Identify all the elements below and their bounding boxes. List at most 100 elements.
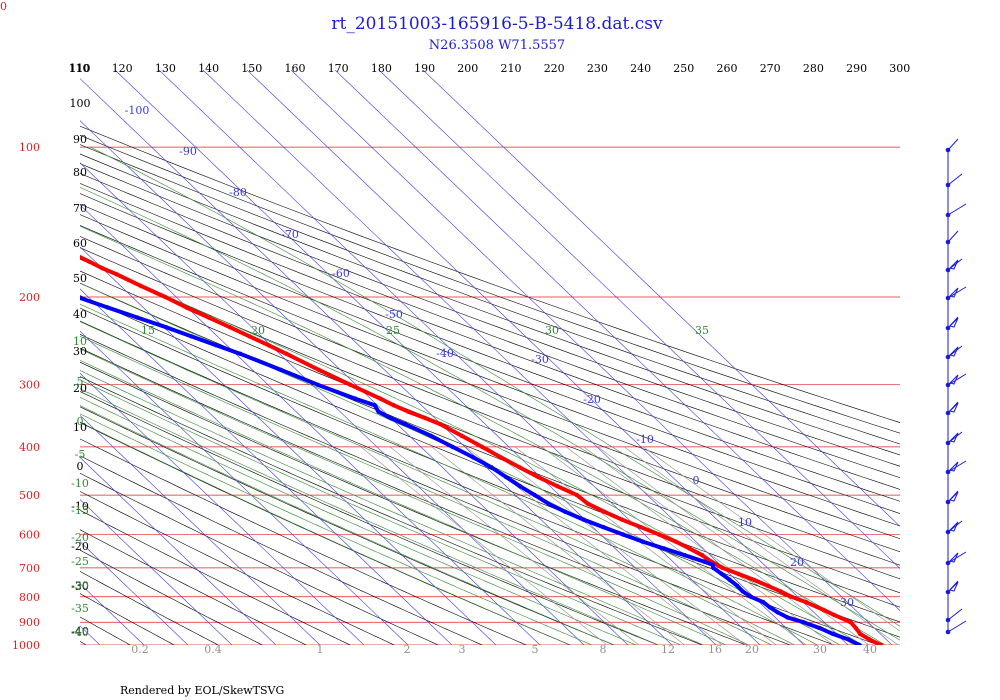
- dry-adiabat-line: [80, 225, 900, 540]
- left-theta-label: 40: [73, 308, 87, 321]
- isotherm-line: [80, 541, 189, 645]
- mixing-ratio-line: [360, 446, 608, 645]
- dry-adiabat-line: [80, 125, 900, 423]
- footer-credit: Rendered by EOL/SkewTSVG: [120, 684, 284, 697]
- theta-label: 180: [371, 62, 392, 75]
- dewpoint-point: [6, 272, 10, 276]
- dewpoint-point: [376, 409, 381, 414]
- theta-label: 230: [587, 62, 608, 75]
- left-theta-label: 80: [73, 166, 87, 179]
- left-theta-label: 100: [70, 97, 91, 110]
- dry-adiabat-line: [80, 616, 131, 645]
- temperature-point: [284, 351, 289, 356]
- dewpoint-point: [563, 509, 568, 514]
- temperature-point: [736, 571, 741, 577]
- dewpoint-point: [189, 334, 194, 339]
- wind-flag: [949, 346, 959, 357]
- dewpoint-point: [402, 421, 408, 427]
- mixing-ratio-label: 30: [813, 643, 827, 656]
- dewpoint-point: [601, 525, 606, 530]
- theta-e-label-top: 20: [251, 324, 265, 337]
- dry-adiabat-line: [80, 320, 879, 645]
- temperature-point: [853, 625, 859, 631]
- dewpoint-point: [801, 620, 806, 625]
- temperature-point: [163, 294, 168, 300]
- temperature-point: [585, 501, 590, 506]
- wind-flag: [949, 317, 959, 328]
- theta-e-label-left: -5: [75, 448, 86, 461]
- dewpoint-point: [41, 284, 45, 288]
- temperature-point: [348, 382, 353, 387]
- dry-adiabat-line: [80, 361, 747, 645]
- mixing-ratio-label: 40: [863, 643, 877, 656]
- isotherm-line: [80, 625, 101, 645]
- temperature-point: [247, 334, 252, 339]
- isotherm-line: [80, 372, 365, 645]
- wind-flag: [949, 402, 959, 413]
- temperature-point: [867, 637, 872, 642]
- pressure-label: 500: [19, 489, 40, 502]
- isotherm-line: [246, 70, 849, 645]
- wind-flag: [949, 552, 959, 563]
- isotherm-line: [202, 70, 805, 645]
- isotherm-line: [80, 204, 541, 645]
- isotherm-label: -30: [531, 353, 549, 366]
- chart-subtitle: N26.3508 W71.5557: [429, 38, 565, 53]
- isotherm-label: -50: [385, 308, 403, 321]
- theta-label: 130: [155, 62, 176, 75]
- theta-e-label-top: 35: [695, 324, 709, 337]
- temperature-point: [656, 532, 662, 537]
- dewpoint-point: [760, 599, 766, 605]
- isotherm-label: 10: [738, 516, 752, 529]
- profiles: [6, 233, 884, 645]
- wind-flag: [949, 581, 959, 592]
- isotherm-line: [290, 70, 893, 645]
- theta-label: 270: [760, 62, 781, 75]
- dewpoint-point: [775, 610, 780, 615]
- wind-flag: [949, 259, 959, 270]
- left-theta-label: 0: [77, 460, 84, 473]
- theta-e-label-left: -30: [71, 579, 89, 592]
- dry-adiabat-line: [80, 529, 307, 645]
- dewpoint-point: [767, 605, 773, 610]
- dewpoint-point: [710, 562, 715, 567]
- temperature-point: [720, 565, 725, 571]
- temperature-point: [438, 421, 443, 427]
- dry-adiabat-line: [80, 376, 703, 645]
- isotherm-label: -40: [436, 347, 454, 360]
- pressure-label: 100: [19, 141, 40, 154]
- moist-adiabat-line: [80, 388, 659, 645]
- temperature-point: [114, 272, 119, 277]
- dry-adiabat-line: [80, 236, 900, 553]
- mixing-ratio-label: 12: [661, 643, 675, 656]
- theta-label: 190: [414, 62, 435, 75]
- theta-label: 220: [544, 62, 565, 75]
- moist-adiabat-line: [80, 335, 773, 645]
- dry-adiabat-line: [80, 193, 900, 502]
- temperature-point: [479, 444, 485, 450]
- temperature-point: [831, 612, 837, 618]
- temperature-point: [517, 465, 523, 470]
- temperature-point: [803, 599, 808, 605]
- background-grid: [80, 70, 900, 645]
- moist-adiabat-line: [80, 413, 593, 645]
- moist-adiabat-line: [90, 146, 900, 627]
- theta-e-label-left: 0: [77, 415, 84, 428]
- mixing-ratio-line: [643, 446, 900, 632]
- moist-adiabat-line: [80, 421, 571, 645]
- dry-adiabat-line: [80, 144, 900, 445]
- dewpoint-point: [748, 594, 754, 599]
- left-theta-label: 10: [73, 421, 87, 434]
- dewpoint-point: [518, 484, 523, 489]
- theta-label: 250: [673, 62, 694, 75]
- pressure-label: 600: [19, 529, 40, 542]
- left-theta-label: 50: [73, 272, 87, 285]
- left-theta-label: 30: [73, 345, 87, 358]
- theta-e-label-left: -20: [71, 531, 89, 544]
- isotherm-label: -70: [281, 228, 299, 241]
- temperature-point: [878, 642, 884, 645]
- temperature-point: [858, 631, 863, 637]
- isotherm-line: [378, 70, 900, 569]
- temperature-point: [34, 233, 38, 237]
- temperature-point: [848, 620, 853, 625]
